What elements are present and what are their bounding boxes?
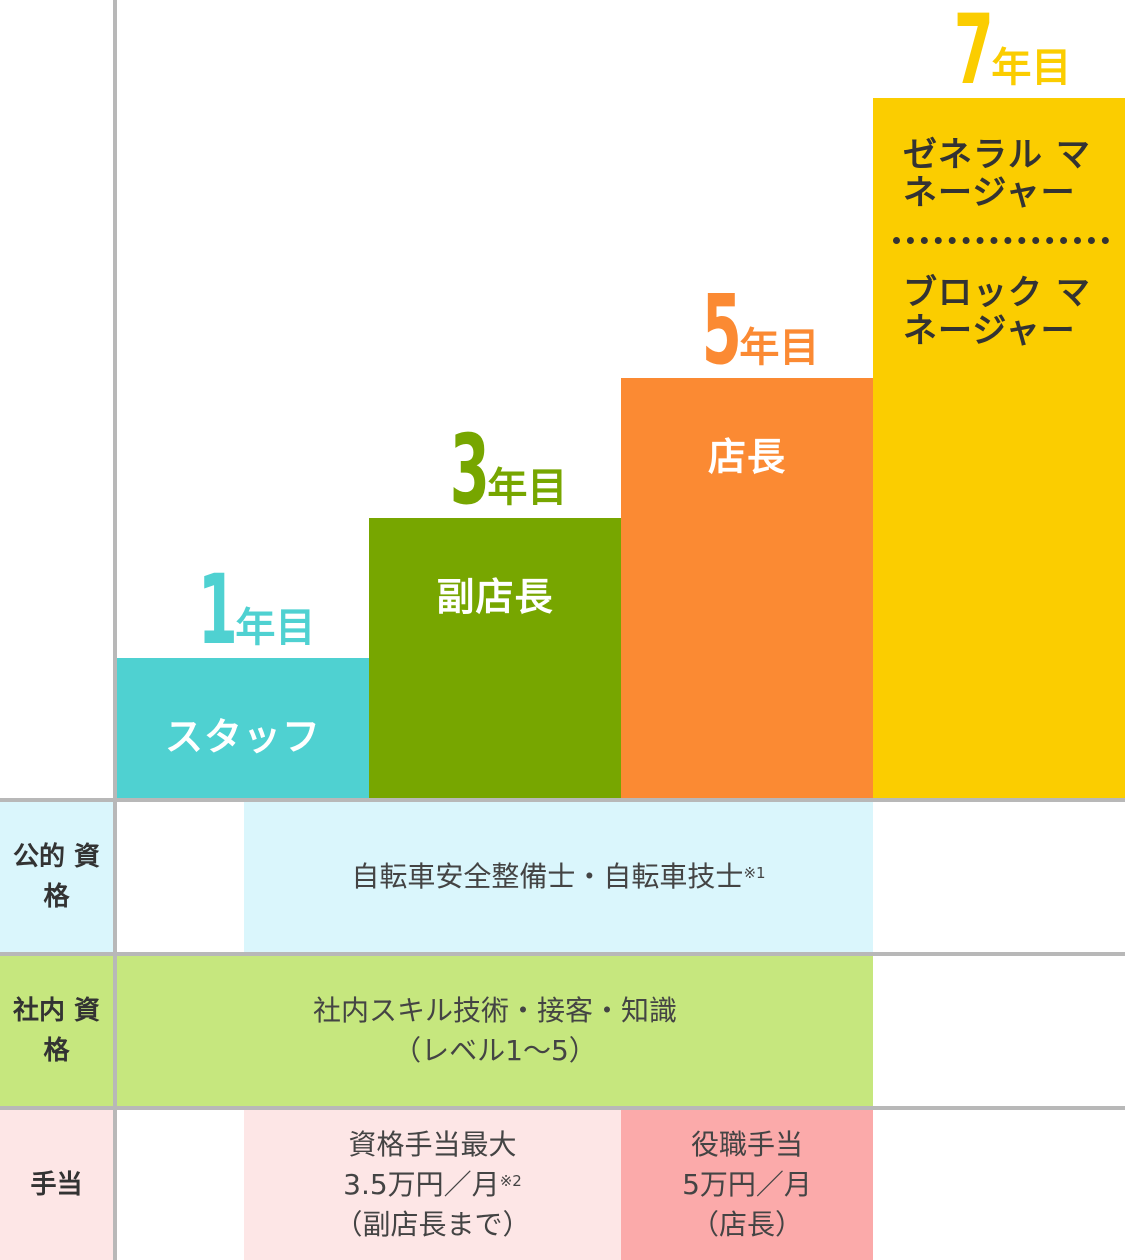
footnote-mark: ※1 (743, 864, 766, 882)
year-number: 5 (701, 274, 742, 386)
dotted-divider (893, 237, 1109, 244)
row-header-allowance: 手当 (0, 1110, 113, 1260)
year-number: 1 (197, 554, 238, 666)
year-suffix: 年目 (991, 45, 1072, 91)
year-suffix: 年目 (487, 465, 568, 511)
footnote-mark: ※2 (499, 1172, 522, 1190)
year-badge-7: 7 年目 (873, 0, 1125, 106)
year-suffix: 年目 (739, 325, 820, 371)
year-badge-5: 5 年目 (621, 274, 873, 386)
step-store-manager: 店長 (621, 378, 873, 798)
vertical-divider (113, 0, 117, 1260)
cert-allowance-cell: 資格手当最大 3.5万円／月※2 （副店長まで） (244, 1110, 621, 1260)
table-divider (0, 952, 1125, 956)
year-badge-1: 1 年目 (117, 554, 369, 666)
step-label: 店長 (707, 435, 786, 479)
block-manager-label: ブロック マネージャー (903, 273, 1091, 351)
year-suffix: 年目 (235, 605, 316, 651)
step-staff: スタッフ (117, 658, 369, 798)
general-manager-label: ゼネラル マネージャー (903, 135, 1091, 213)
internal-cert-cell: 社内スキル技術・接客・知識 （レベル1～5） (117, 956, 873, 1106)
row-header-public-cert: 公的 資格 (0, 802, 113, 952)
step-label: スタッフ (164, 715, 321, 759)
step-general-manager: ゼネラル マネージャー ブロック マネージャー (873, 98, 1125, 798)
step-label: 副店長 (436, 575, 554, 619)
role-allowance-cell: 役職手当 5万円／月 （店長） (621, 1110, 873, 1260)
row-header-internal-cert: 社内 資格 (0, 956, 113, 1106)
year-number: 3 (449, 414, 490, 526)
table-divider (0, 798, 1125, 802)
step-vice-manager: 副店長 (369, 518, 621, 798)
year-badge-3: 3 年目 (369, 414, 621, 526)
public-cert-cell: 自転車安全整備士・自転車技士※1 (244, 802, 873, 952)
year-number: 7 (953, 0, 994, 106)
table-divider (0, 1106, 1125, 1110)
